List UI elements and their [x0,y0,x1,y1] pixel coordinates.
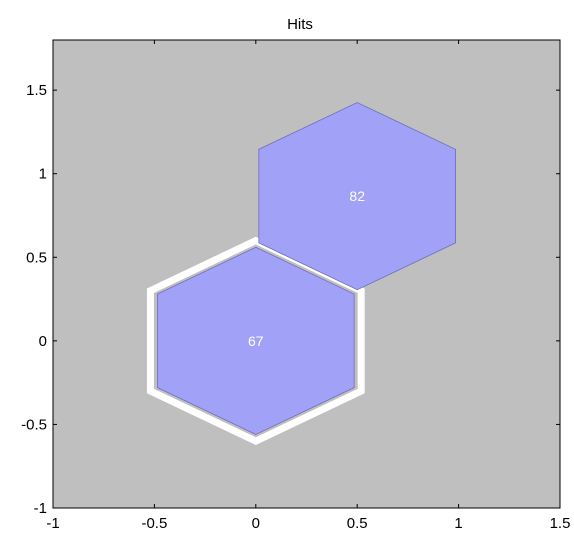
chart-title: Hits [287,16,313,33]
y-axis-tick-label-1: -0.5 [21,416,47,433]
y-axis-tick-label-2: 0 [39,333,47,350]
selected-hexagon-outline-0 [146,236,365,446]
y-axis-tick-label-5: 1.5 [26,82,47,99]
hexagon-hit-count-0: 67 [248,333,264,349]
x-axis: -1 -0.5 0 0.5 1 1.5 [46,40,570,532]
hexagon-cell-0 [157,246,355,435]
y-axis-tick-label-3: 0.5 [26,249,47,266]
x-axis-tick-label-3: 0.5 [347,515,368,532]
hexagon-hit-count-1: 82 [349,188,365,204]
y-axis-tick-label-0: -1 [34,500,47,517]
hexagon-layer: 67 82 [146,102,456,446]
x-axis-tick-label-4: 1 [454,515,462,532]
x-axis-tick-label-1: -0.5 [141,515,167,532]
x-axis-tick-label-5: 1.5 [550,515,571,532]
x-axis-tick-label-0: -1 [46,515,59,532]
hexagon-cell-1 [258,102,456,291]
y-axis: -1 -0.5 0 0.5 1 1.5 [21,82,560,517]
y-axis-tick-label-4: 1 [39,166,47,183]
plot-frame [52,39,561,509]
x-axis-tick-label-2: 0 [252,515,260,532]
